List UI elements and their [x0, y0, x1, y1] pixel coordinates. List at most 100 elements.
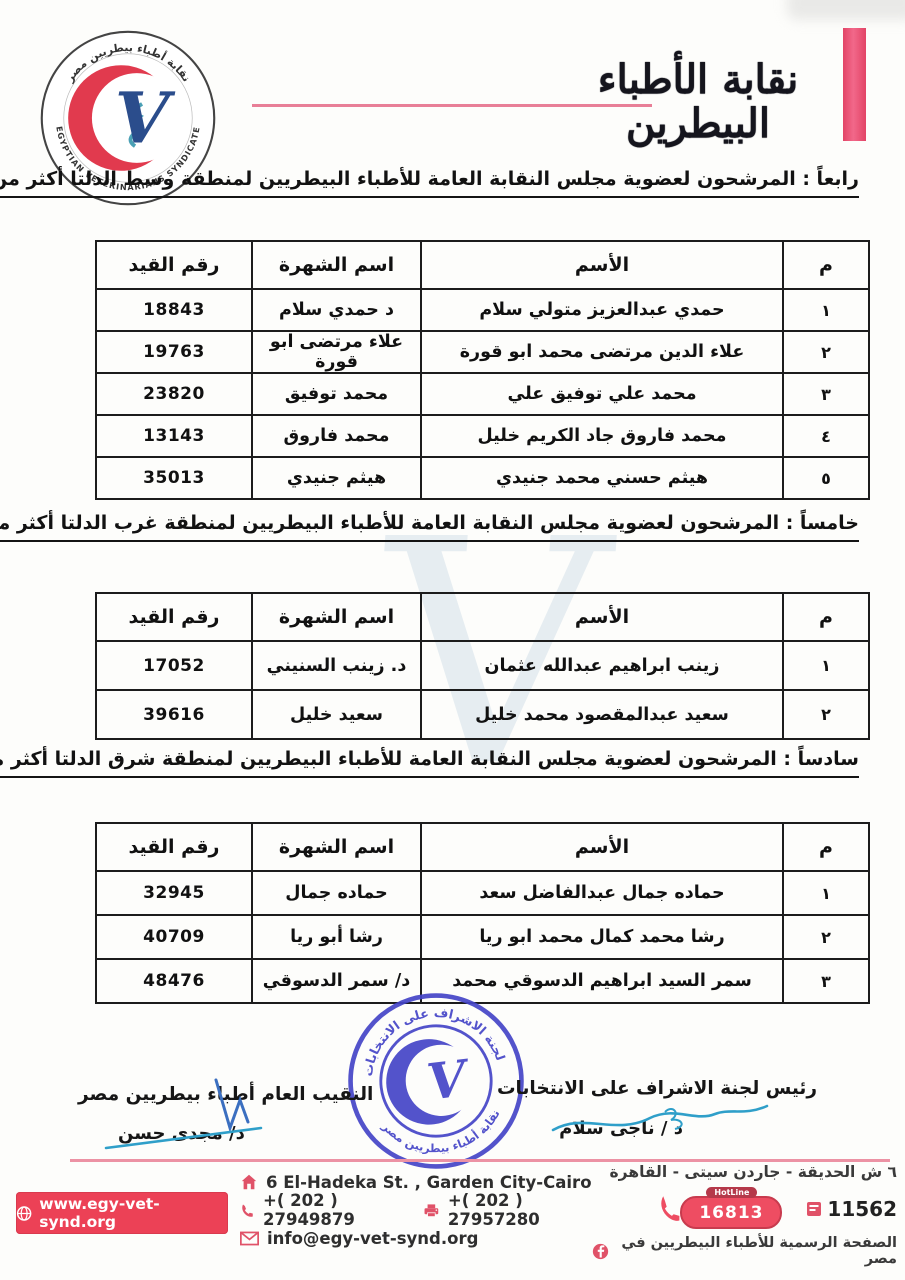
cell-name: علاء الدين مرتضى محمد ابو قورة	[420, 330, 784, 374]
candidates-table-east-delta: م الأسم اسم الشهرة رقم القيد ١ حماده جما…	[95, 822, 870, 1004]
cell-reg-no: 18843	[95, 288, 253, 332]
table-header-row: م الأسم اسم الشهرة رقم القيد	[95, 822, 870, 872]
website-url[interactable]: www.egy-vet-synd.org	[39, 1195, 160, 1231]
col-header-name: الأسم	[420, 822, 784, 872]
shortcode-group: 11562	[806, 1197, 897, 1221]
syndicate-title-calligraphy: نقابة الأطباء البيطرين	[597, 56, 800, 147]
candidates-table-mid-delta: م الأسم اسم الشهرة رقم القيد ١ حمدي عبدا…	[95, 240, 870, 500]
col-header-known-as: اسم الشهرة	[251, 592, 422, 642]
cell-serial: ٣	[782, 372, 870, 416]
col-header-name: الأسم	[420, 240, 784, 290]
col-header-reg-no: رقم القيد	[95, 240, 253, 290]
phone-icon	[242, 1204, 253, 1217]
cell-reg-no: 48476	[95, 958, 253, 1004]
col-header-serial: م	[782, 822, 870, 872]
table-header-row: م الأسم اسم الشهرة رقم القيد	[95, 592, 870, 642]
section-heading-text: خامساً : المرشحون لعضوية مجلس النقابة ال…	[0, 512, 859, 542]
col-header-reg-no: رقم القيد	[95, 822, 253, 872]
table-row: ٥ هيثم حسني محمد جنيدي هيثم جنيدي 35013	[95, 456, 870, 500]
website-badge[interactable]: www.egy-vet-synd.org	[16, 1192, 228, 1234]
table-row: ٤ محمد فاروق جاد الكريم خليل محمد فاروق …	[95, 414, 870, 458]
phone-number: +( 202 ) 27949879	[263, 1191, 355, 1229]
cell-name: هيثم حسني محمد جنيدي	[420, 456, 784, 500]
shortcode-icon	[807, 1202, 822, 1216]
cell-known-as: علاء مرتضى ابو قورة	[251, 330, 422, 374]
shortcode-number: 11562	[827, 1197, 897, 1221]
hotline-number: 16813	[680, 1196, 783, 1229]
cell-serial: ٥	[782, 456, 870, 500]
section-heading-fourth: رابعاً : المرشحون لعضوية مجلس النقابة ال…	[0, 168, 859, 198]
table-row: ١ حمدي عبدالعزيز متولي سلام د حمدي سلام …	[95, 288, 870, 332]
signature-title-syndicate-head: النقيب العام أطباء بيطريين مصر	[78, 1084, 374, 1105]
cell-known-as: محمد توفيق	[251, 372, 422, 416]
address-ar: ٦ ش الحديقة - جاردن سيتى - القاهرة	[609, 1163, 897, 1181]
cell-name: سمر السيد ابراهيم الدسوقي محمد	[420, 958, 784, 1004]
cell-serial: ١	[782, 288, 870, 332]
facebook-row[interactable]: الصفحة الرسمية للأطباء البيطريين في مصر	[592, 1235, 897, 1267]
cell-name: سعيد عبدالمقصود محمد خليل	[420, 689, 784, 740]
cell-reg-no: 35013	[95, 456, 253, 500]
cell-known-as: د حمدي سلام	[251, 288, 422, 332]
col-header-serial: م	[782, 240, 870, 290]
table-row: ١ حماده جمال عبدالفاضل سعد حماده جمال 32…	[95, 870, 870, 916]
table-row: ٢ علاء الدين مرتضى محمد ابو قورة علاء مر…	[95, 330, 870, 374]
section-heading-text: سادساً : المرشحون لعضوية مجلس النقابة ال…	[0, 748, 859, 778]
table-row: ٣ محمد علي توفيق علي محمد توفيق 23820	[95, 372, 870, 416]
cell-known-as: محمد فاروق	[251, 414, 422, 458]
section-heading-fifth: خامساً : المرشحون لعضوية مجلس النقابة ال…	[0, 512, 859, 542]
cell-known-as: رشا أبو ريا	[251, 914, 422, 960]
email-line: info@egy-vet-synd.org	[240, 1224, 600, 1252]
address-en: 6 El-Hadeka St. , Garden City-Cairo	[266, 1172, 592, 1192]
signature-title-election-chief: رئيس لجنة الاشراف على الانتخابات	[496, 1078, 817, 1099]
cell-serial: ٢	[782, 330, 870, 374]
hotline-phone-icon	[661, 1196, 680, 1221]
candidates-table-west-delta: م الأسم اسم الشهرة رقم القيد ١ زينب ابرا…	[95, 592, 870, 740]
cell-serial: ٣	[782, 958, 870, 1004]
facebook-page-text: الصفحة الرسمية للأطباء البيطريين في مصر	[621, 1235, 897, 1267]
cell-serial: ٢	[782, 689, 870, 740]
footer-arabic-block: ٦ ش الحديقة - جاردن سيتى - القاهرة 11562…	[592, 1163, 897, 1267]
table-header-row: م الأسم اسم الشهرة رقم القيد	[95, 240, 870, 290]
logo-monogram: V	[115, 77, 176, 160]
syndicate-logo: نقابة أطباء بيطريين مصر EGYPTIAN VETERIN…	[40, 30, 216, 206]
cell-reg-no: 13143	[95, 414, 253, 458]
table-row: ١ زينب ابراهيم عبدالله عثمان د. زينب الس…	[95, 640, 870, 691]
cell-name: رشا محمد كمال محمد ابو ريا	[420, 914, 784, 960]
footer-contact-block: 6 El-Hadeka St. , Garden City-Cairo +( 2…	[240, 1168, 600, 1252]
cell-reg-no: 17052	[95, 640, 253, 691]
cell-reg-no: 39616	[95, 689, 253, 740]
hotline-row: 11562 HotLine 16813	[592, 1187, 897, 1229]
stamp-crescent-icon	[386, 1039, 477, 1125]
signature-name-syndicate-head: د/ مجدى حسن	[118, 1123, 245, 1144]
cell-known-as: هيثم جنيدي	[251, 456, 422, 500]
pink-accent-bar	[843, 28, 866, 141]
cell-reg-no: 23820	[95, 372, 253, 416]
cell-reg-no: 32945	[95, 870, 253, 916]
table-row: ٢ رشا محمد كمال محمد ابو ريا رشا أبو ريا…	[95, 914, 870, 960]
section-heading-text: رابعاً : المرشحون لعضوية مجلس النقابة ال…	[0, 168, 859, 198]
section-heading-sixth: سادساً : المرشحون لعضوية مجلس النقابة ال…	[0, 748, 859, 778]
email-address[interactable]: info@egy-vet-synd.org	[267, 1228, 479, 1248]
col-header-reg-no: رقم القيد	[95, 592, 253, 642]
col-header-known-as: اسم الشهرة	[251, 240, 422, 290]
cell-reg-no: 19763	[95, 330, 253, 374]
fax-number: +( 202 ) 27957280	[447, 1191, 540, 1229]
cell-known-as: سعيد خليل	[251, 689, 422, 740]
globe-icon	[16, 1205, 32, 1221]
cell-name: حماده جمال عبدالفاضل سعد	[420, 870, 784, 916]
cell-serial: ١	[782, 640, 870, 691]
phone-line: +( 202 ) 27949879 +( 202 ) 27957280	[240, 1191, 600, 1229]
home-icon	[241, 1174, 257, 1190]
col-header-name: الأسم	[420, 592, 784, 642]
cell-known-as: د. زينب السنيني	[251, 640, 422, 691]
facebook-icon[interactable]	[592, 1242, 609, 1261]
cell-known-as: حماده جمال	[251, 870, 422, 916]
cell-serial: ١	[782, 870, 870, 916]
scan-smudge	[787, 0, 905, 20]
address-line: 6 El-Hadeka St. , Garden City-Cairo	[240, 1168, 600, 1196]
cell-name: حمدي عبدالعزيز متولي سلام	[420, 288, 784, 332]
col-header-known-as: اسم الشهرة	[251, 822, 422, 872]
cell-name: محمد فاروق جاد الكريم خليل	[420, 414, 784, 458]
cell-name: محمد علي توفيق علي	[420, 372, 784, 416]
